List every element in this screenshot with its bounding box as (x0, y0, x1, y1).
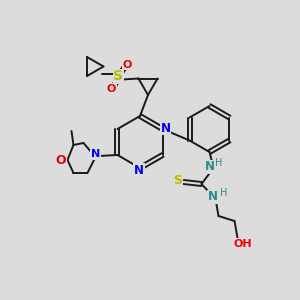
Text: N: N (208, 190, 218, 203)
Text: N: N (91, 149, 100, 159)
Text: N: N (205, 160, 214, 173)
Text: N: N (134, 164, 144, 176)
Text: O: O (123, 59, 132, 70)
Text: OH: OH (233, 239, 252, 249)
Text: H: H (220, 188, 227, 198)
Text: H: H (215, 158, 222, 168)
Text: N: N (160, 122, 170, 134)
Text: S: S (113, 70, 124, 83)
Text: O: O (55, 154, 66, 166)
Text: S: S (173, 175, 182, 188)
Text: O: O (107, 83, 116, 94)
